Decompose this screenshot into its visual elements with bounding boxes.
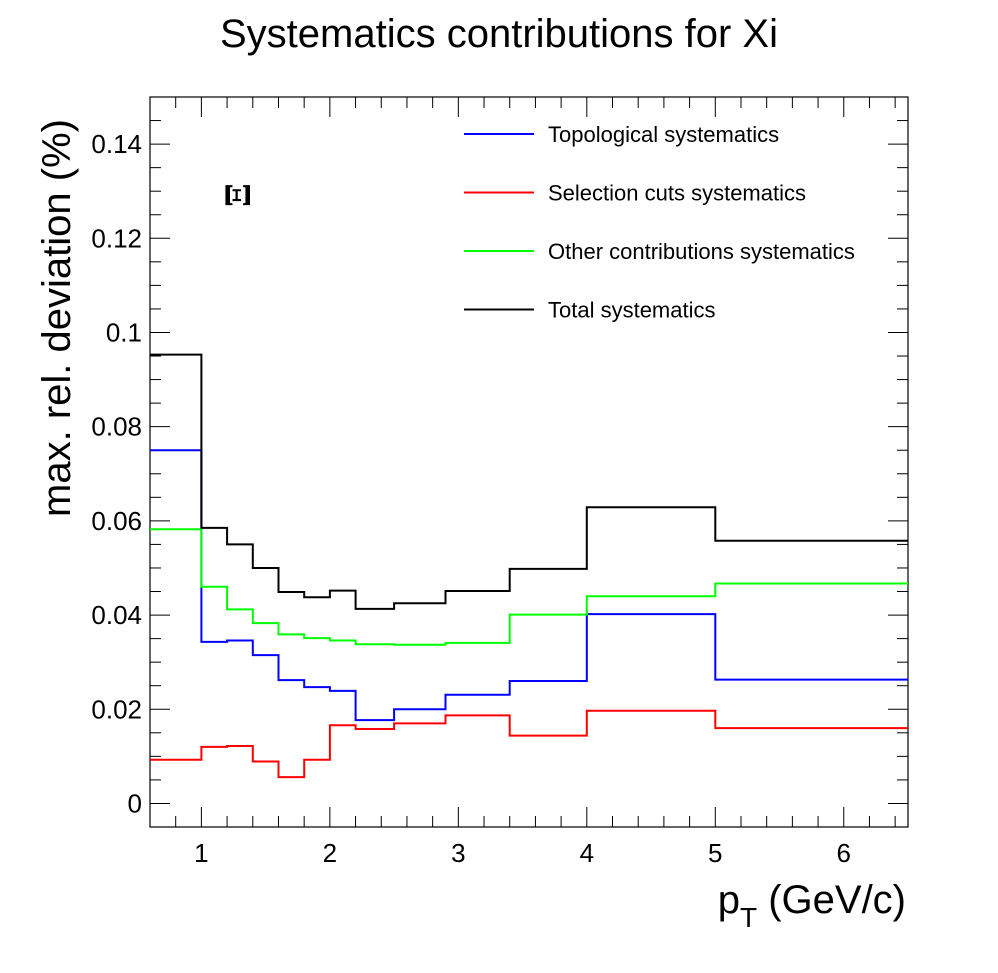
x-axis-label-unit: (GeV/c) [757,878,906,922]
y-tick-label: 0 [128,788,142,818]
x-axis-ticks: 1 2 3 4 5 6 [149,97,896,868]
particle-annotation: Ξ [219,183,259,207]
legend: Topological systematics Selection cuts sy… [464,122,855,323]
legend-label: Total systematics [548,298,716,323]
y-tick-label: 0.04 [91,600,142,630]
series-line-other-contributions-systematics [150,528,908,646]
y-tick-label: 0.12 [91,223,142,253]
y-tick-label: 0.1 [106,317,142,347]
chart-title: Systematics contributions for Xi [220,12,778,56]
plot-frame [149,96,909,828]
series-line-total-systematics [150,353,908,610]
x-tick-label: 5 [708,838,722,868]
x-tick-label: 1 [194,838,208,868]
x-axis-label-subscript: T [740,902,757,933]
series-line-topological-systematics [150,449,908,722]
x-tick-label: 3 [451,838,465,868]
y-tick-label: 0.02 [91,694,142,724]
x-axis-label: pT (GeV/c) [718,878,906,933]
x-tick-label: 2 [323,838,337,868]
x-tick-label: 4 [580,838,594,868]
x-axis-label-main: p [718,878,740,922]
legend-label: Topological systematics [548,122,779,147]
x-tick-label: 6 [837,838,851,868]
series-layer [150,353,908,779]
y-tick-label: 0.06 [91,506,142,536]
legend-label: Other contributions systematics [548,239,855,264]
y-axis-label: max. rel. deviation (%) [35,119,79,517]
legend-label: Selection cuts systematics [548,181,806,206]
series-line-selection-cuts-systematics [150,709,908,779]
y-tick-label: 0.14 [91,129,142,159]
y-tick-label: 0.08 [91,412,142,442]
y-axis-ticks: 0 0.02 0.04 0.06 0.08 0.1 0.12 0.14 [91,96,908,818]
